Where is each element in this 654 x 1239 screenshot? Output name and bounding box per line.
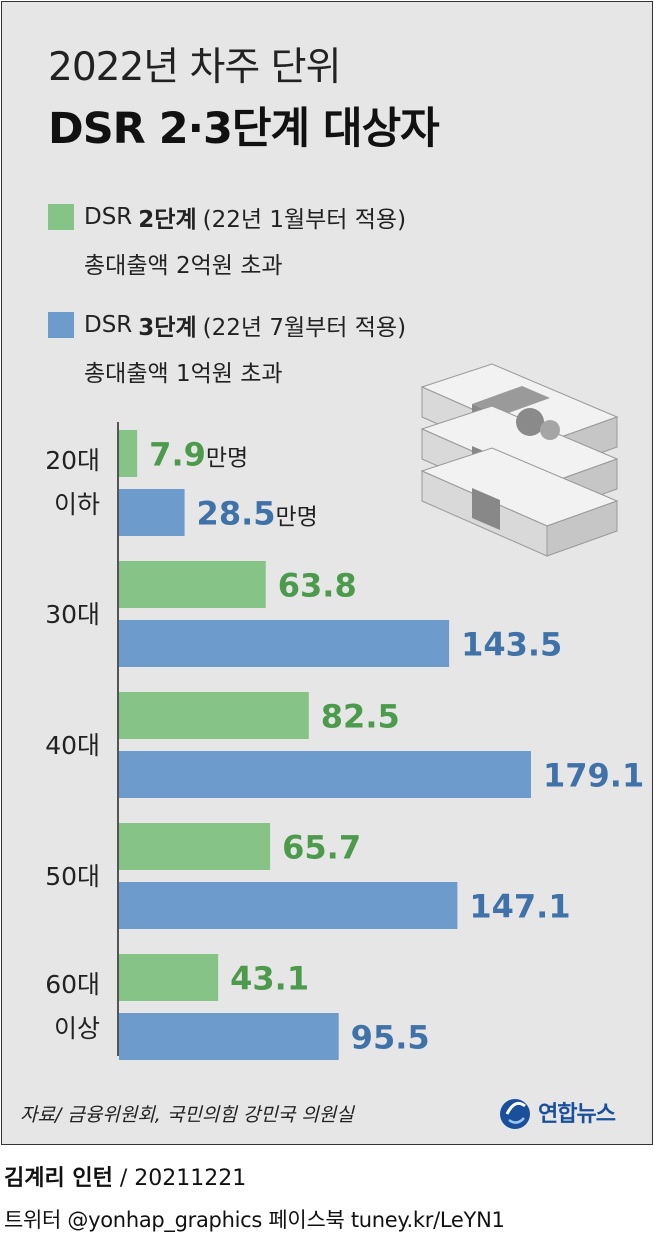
- legend-stage: 2단계: [138, 207, 197, 233]
- legend-condition-stage3: 총대출액 1억원 초과: [84, 361, 283, 387]
- data-label: 147.1: [469, 888, 570, 926]
- data-label: 63.8: [278, 567, 357, 605]
- legend-prefix: DSR: [84, 204, 133, 230]
- category-label: 30대: [45, 600, 100, 629]
- bar-stage2: [119, 561, 266, 608]
- data-label: 43.1: [230, 960, 309, 998]
- bar-stage3: [119, 1013, 339, 1060]
- bar-stage2: [119, 823, 271, 870]
- legend-stage: 3단계: [138, 315, 197, 341]
- credit-author-line: 김계리 인턴 / 20211221: [4, 1160, 246, 1192]
- unit-suffix: 만명: [206, 446, 248, 472]
- yonhap-logo-text: 연합뉴스: [538, 1102, 616, 1127]
- category-label-line2: 이상: [54, 1014, 100, 1043]
- bar-stage2: [119, 692, 309, 739]
- money-stack-icon: [420, 363, 619, 557]
- unit-suffix: 만명: [276, 505, 318, 531]
- category-label: 50대: [45, 862, 100, 891]
- category-label: 60대: [45, 970, 100, 999]
- yonhap-logo-icon: [500, 1099, 530, 1129]
- bar-stage3: [119, 751, 531, 798]
- data-label: 179.1: [543, 757, 644, 795]
- bar-stage3: [119, 489, 185, 536]
- title-line2: DSR 2·3단계 대상자: [48, 104, 440, 154]
- source-note: 자료/ 금융위원회, 국민의힘 강민국 의원실: [20, 1104, 354, 1126]
- legend-prefix: DSR: [84, 312, 133, 338]
- credit-date: / 20211221: [119, 1166, 247, 1191]
- data-label: 7.9만명: [149, 436, 248, 474]
- data-label: 82.5: [321, 698, 400, 736]
- infographic-frame: 2022년 차주 단위 DSR 2·3단계 대상자 DSR 2단계 (22년 1…: [1, 1, 653, 1145]
- data-label: 95.5: [351, 1019, 430, 1057]
- legend-period: (22년 1월부터 적용): [202, 207, 407, 233]
- legend-swatch-green: [48, 204, 74, 230]
- legend-swatch-blue: [48, 312, 74, 338]
- legend-item-stage2: DSR 2단계 (22년 1월부터 적용): [48, 200, 406, 234]
- category-label: 20대: [45, 446, 100, 475]
- legend-period: (22년 7월부터 적용): [202, 315, 407, 341]
- bar-stage3: [119, 620, 450, 667]
- credit-author: 김계리 인턴: [4, 1166, 113, 1191]
- title-line1: 2022년 차주 단위: [48, 45, 341, 90]
- bar-stage2: [119, 954, 219, 1001]
- bar-stage3: [119, 882, 458, 929]
- data-label: 28.5만명: [197, 495, 318, 533]
- data-label: 143.5: [461, 626, 562, 664]
- legend-condition-stage2: 총대출액 2억원 초과: [84, 253, 283, 279]
- category-label: 40대: [45, 731, 100, 760]
- yonhap-logo: 연합뉴스: [498, 1092, 616, 1132]
- credit-social: 트위터 @yonhap_graphics 페이스북 tuney.kr/LeYN1: [4, 1208, 505, 1232]
- bar-stage2: [119, 430, 138, 477]
- legend-item-stage3: DSR 3단계 (22년 7월부터 적용): [48, 308, 406, 342]
- category-label-line2: 이하: [54, 490, 100, 519]
- data-label: 65.7: [282, 829, 361, 867]
